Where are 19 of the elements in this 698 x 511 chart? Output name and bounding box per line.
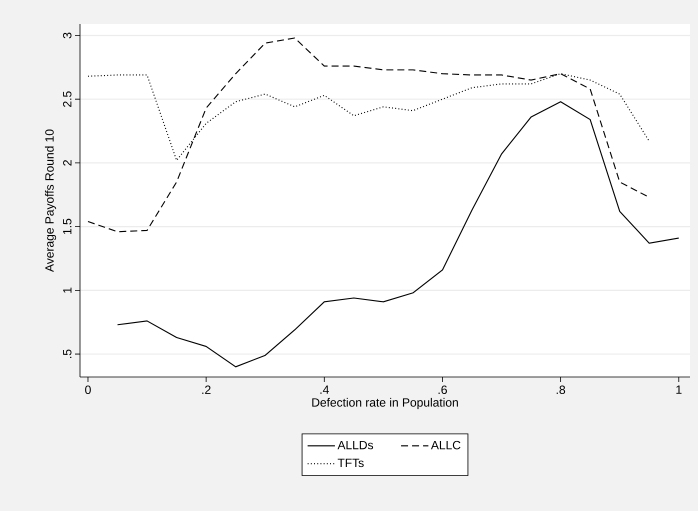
y-tick-label: .5 bbox=[63, 350, 72, 358]
y-tick-label: 2.5 bbox=[62, 91, 72, 107]
x-axis-title: Defection rate in Population bbox=[312, 398, 458, 410]
legend-label: ALLDs bbox=[338, 440, 374, 450]
legend-label: TFTs bbox=[338, 458, 364, 468]
y-tick-label: 1 bbox=[63, 288, 72, 293]
x-tick-label: .2 bbox=[202, 386, 211, 394]
x-tick-label: .6 bbox=[438, 386, 447, 394]
y-tick-label: 2 bbox=[63, 160, 72, 166]
x-tick-label: .8 bbox=[556, 386, 566, 394]
y-tick-label: 1.5 bbox=[63, 218, 72, 234]
x-tick-label: .4 bbox=[320, 386, 329, 394]
y-tick-label: 3 bbox=[62, 32, 72, 38]
line-series bbox=[87, 37, 650, 232]
x-tick-label: 1 bbox=[676, 386, 682, 394]
line-series bbox=[116, 101, 680, 368]
x-tick-label: 0 bbox=[85, 386, 91, 394]
y-axis-title: Average Payoffs Round 10 bbox=[44, 129, 56, 272]
legend-label: ALLC bbox=[430, 440, 460, 450]
